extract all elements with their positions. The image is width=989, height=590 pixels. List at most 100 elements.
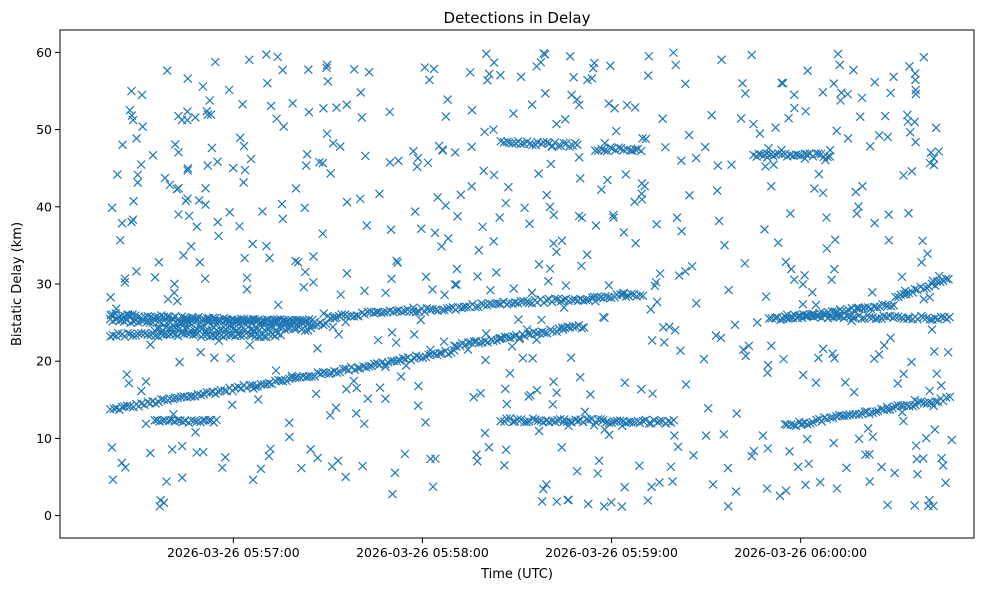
detection-point — [873, 314, 883, 323]
detection-point — [130, 311, 140, 321]
detection-point — [591, 221, 601, 230]
detection-point — [278, 376, 288, 386]
detection-point — [227, 400, 237, 410]
detection-point — [620, 378, 630, 388]
detection-point — [328, 138, 338, 148]
detection-point — [641, 134, 651, 144]
detection-point — [557, 442, 567, 452]
detection-point — [868, 432, 878, 442]
detection-point — [558, 325, 568, 335]
detection-point — [670, 325, 680, 335]
detection-point — [245, 340, 255, 350]
detection-point — [300, 267, 310, 277]
detection-point — [393, 156, 403, 166]
detection-point — [938, 461, 948, 470]
detection-point — [489, 125, 498, 135]
detection-point — [213, 157, 222, 167]
detection-point — [264, 378, 274, 388]
detection-point — [174, 183, 183, 193]
detection-point — [452, 280, 461, 290]
detection-point — [473, 271, 482, 281]
detection-point — [676, 156, 686, 166]
detection-point — [637, 194, 647, 204]
detection-point — [934, 146, 944, 156]
detection-point — [900, 286, 910, 296]
detection-point — [375, 189, 384, 199]
detection-point — [918, 236, 928, 246]
detection-point — [186, 241, 196, 251]
detection-point — [818, 188, 828, 198]
detection-point — [385, 107, 395, 117]
detection-point — [781, 313, 791, 323]
detection-point — [117, 218, 127, 228]
detection-point — [608, 210, 618, 220]
detection-point — [349, 64, 359, 74]
detection-point — [877, 462, 887, 472]
detection-point — [927, 325, 937, 335]
y-axis-label: Bistatic Delay (km) — [10, 222, 25, 346]
detection-point — [262, 78, 272, 88]
detection-point — [484, 442, 494, 452]
detection-point — [785, 209, 795, 219]
detection-point — [841, 306, 851, 316]
detection-point — [532, 335, 542, 345]
detection-point — [839, 411, 849, 421]
detection-point — [336, 290, 346, 300]
detection-point — [589, 58, 599, 68]
detection-point — [356, 88, 366, 97]
detection-point — [832, 484, 842, 493]
detection-point — [786, 264, 796, 274]
detection-point — [849, 65, 858, 75]
detection-point — [439, 305, 449, 315]
detection-point — [187, 391, 197, 401]
detection-point — [545, 264, 555, 274]
detection-point — [556, 296, 566, 306]
detection-point — [687, 261, 697, 271]
detection-point — [311, 389, 321, 399]
detection-point — [549, 377, 558, 387]
detection-point — [283, 317, 293, 327]
detection-point — [341, 472, 351, 482]
detection-point — [387, 328, 397, 337]
detection-point — [822, 213, 831, 222]
detection-point — [622, 144, 632, 154]
detection-point — [242, 284, 252, 294]
detection-point — [258, 206, 267, 216]
detection-point — [600, 138, 610, 148]
detection-point — [818, 344, 828, 354]
detection-point — [421, 417, 430, 427]
detection-point — [467, 142, 477, 152]
detection-point — [522, 325, 532, 334]
detection-point — [708, 480, 718, 489]
detection-point — [574, 211, 584, 221]
detection-point — [198, 447, 208, 457]
detection-point — [579, 323, 589, 332]
detection-point — [352, 311, 362, 321]
detection-point — [452, 264, 462, 274]
detection-point — [391, 338, 401, 348]
detection-point — [182, 313, 192, 323]
detection-point — [749, 119, 758, 129]
detection-point — [617, 421, 627, 431]
detection-point — [779, 354, 788, 364]
detection-point — [212, 415, 221, 425]
detection-point — [581, 295, 591, 305]
detection-point — [800, 270, 810, 280]
detection-point — [901, 289, 911, 299]
detection-point — [638, 416, 648, 426]
detection-point — [884, 210, 894, 220]
detection-point — [636, 146, 646, 156]
detection-point — [606, 293, 616, 303]
detection-point — [162, 312, 172, 322]
detection-point — [583, 499, 593, 509]
detection-point — [549, 239, 558, 248]
detection-point — [572, 95, 582, 104]
detection-point — [235, 221, 244, 231]
detection-point — [223, 323, 233, 332]
detection-point — [278, 65, 288, 75]
detection-point — [278, 214, 288, 224]
detection-point — [627, 146, 637, 156]
detection-point — [673, 442, 683, 452]
detection-point — [426, 454, 435, 464]
detection-point — [106, 310, 116, 320]
